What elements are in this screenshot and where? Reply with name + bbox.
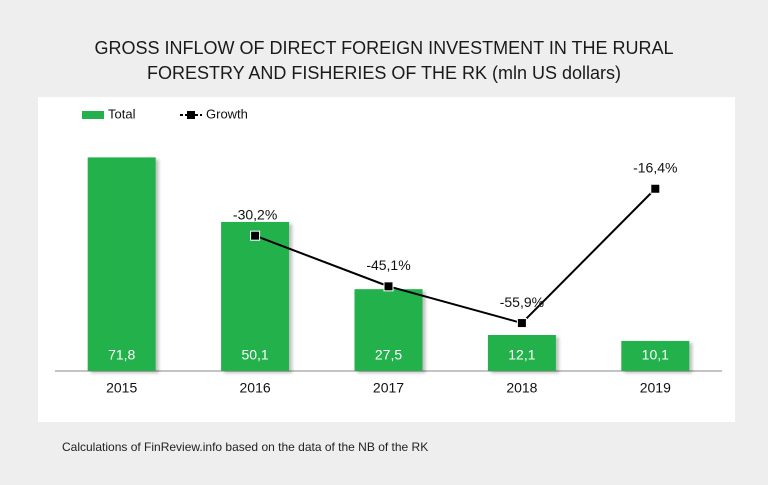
line-value-label: -16,4% xyxy=(633,159,677,175)
bar-value-label: 10,1 xyxy=(642,347,669,363)
legend-marker xyxy=(187,111,195,119)
bar xyxy=(354,289,423,371)
bar-value-label: 71,8 xyxy=(108,347,135,363)
bar xyxy=(87,157,156,371)
x-tick-label: 2018 xyxy=(506,380,537,396)
bar xyxy=(621,340,690,371)
bar-value-label: 50,1 xyxy=(241,347,268,363)
legend-label: Growth xyxy=(206,106,248,121)
line-marker xyxy=(383,281,394,292)
line-marker xyxy=(650,183,661,194)
chart-title: GROSS INFLOW OF DIRECT FOREIGN INVESTMEN… xyxy=(94,38,674,83)
line-marker xyxy=(250,230,261,241)
line-marker xyxy=(516,318,527,329)
bar xyxy=(487,335,556,371)
line-value-label: -30,2% xyxy=(233,206,277,222)
legend-label: Total xyxy=(108,106,136,121)
line-value-label: -45,1% xyxy=(366,257,410,273)
bar xyxy=(221,221,290,371)
x-tick-label: 2019 xyxy=(640,380,671,396)
legend-swatch xyxy=(82,111,104,119)
x-tick-label: 2016 xyxy=(240,380,271,396)
line xyxy=(254,188,657,325)
source-note: Calculations of FinReview.info based on … xyxy=(62,440,429,454)
x-tick-label: 2015 xyxy=(106,380,137,396)
line-value-label: -55,9% xyxy=(500,294,544,310)
bar-value-label: 12,1 xyxy=(508,347,535,363)
x-tick-label: 2017 xyxy=(373,380,404,396)
bar-value-label: 27,5 xyxy=(375,347,402,363)
